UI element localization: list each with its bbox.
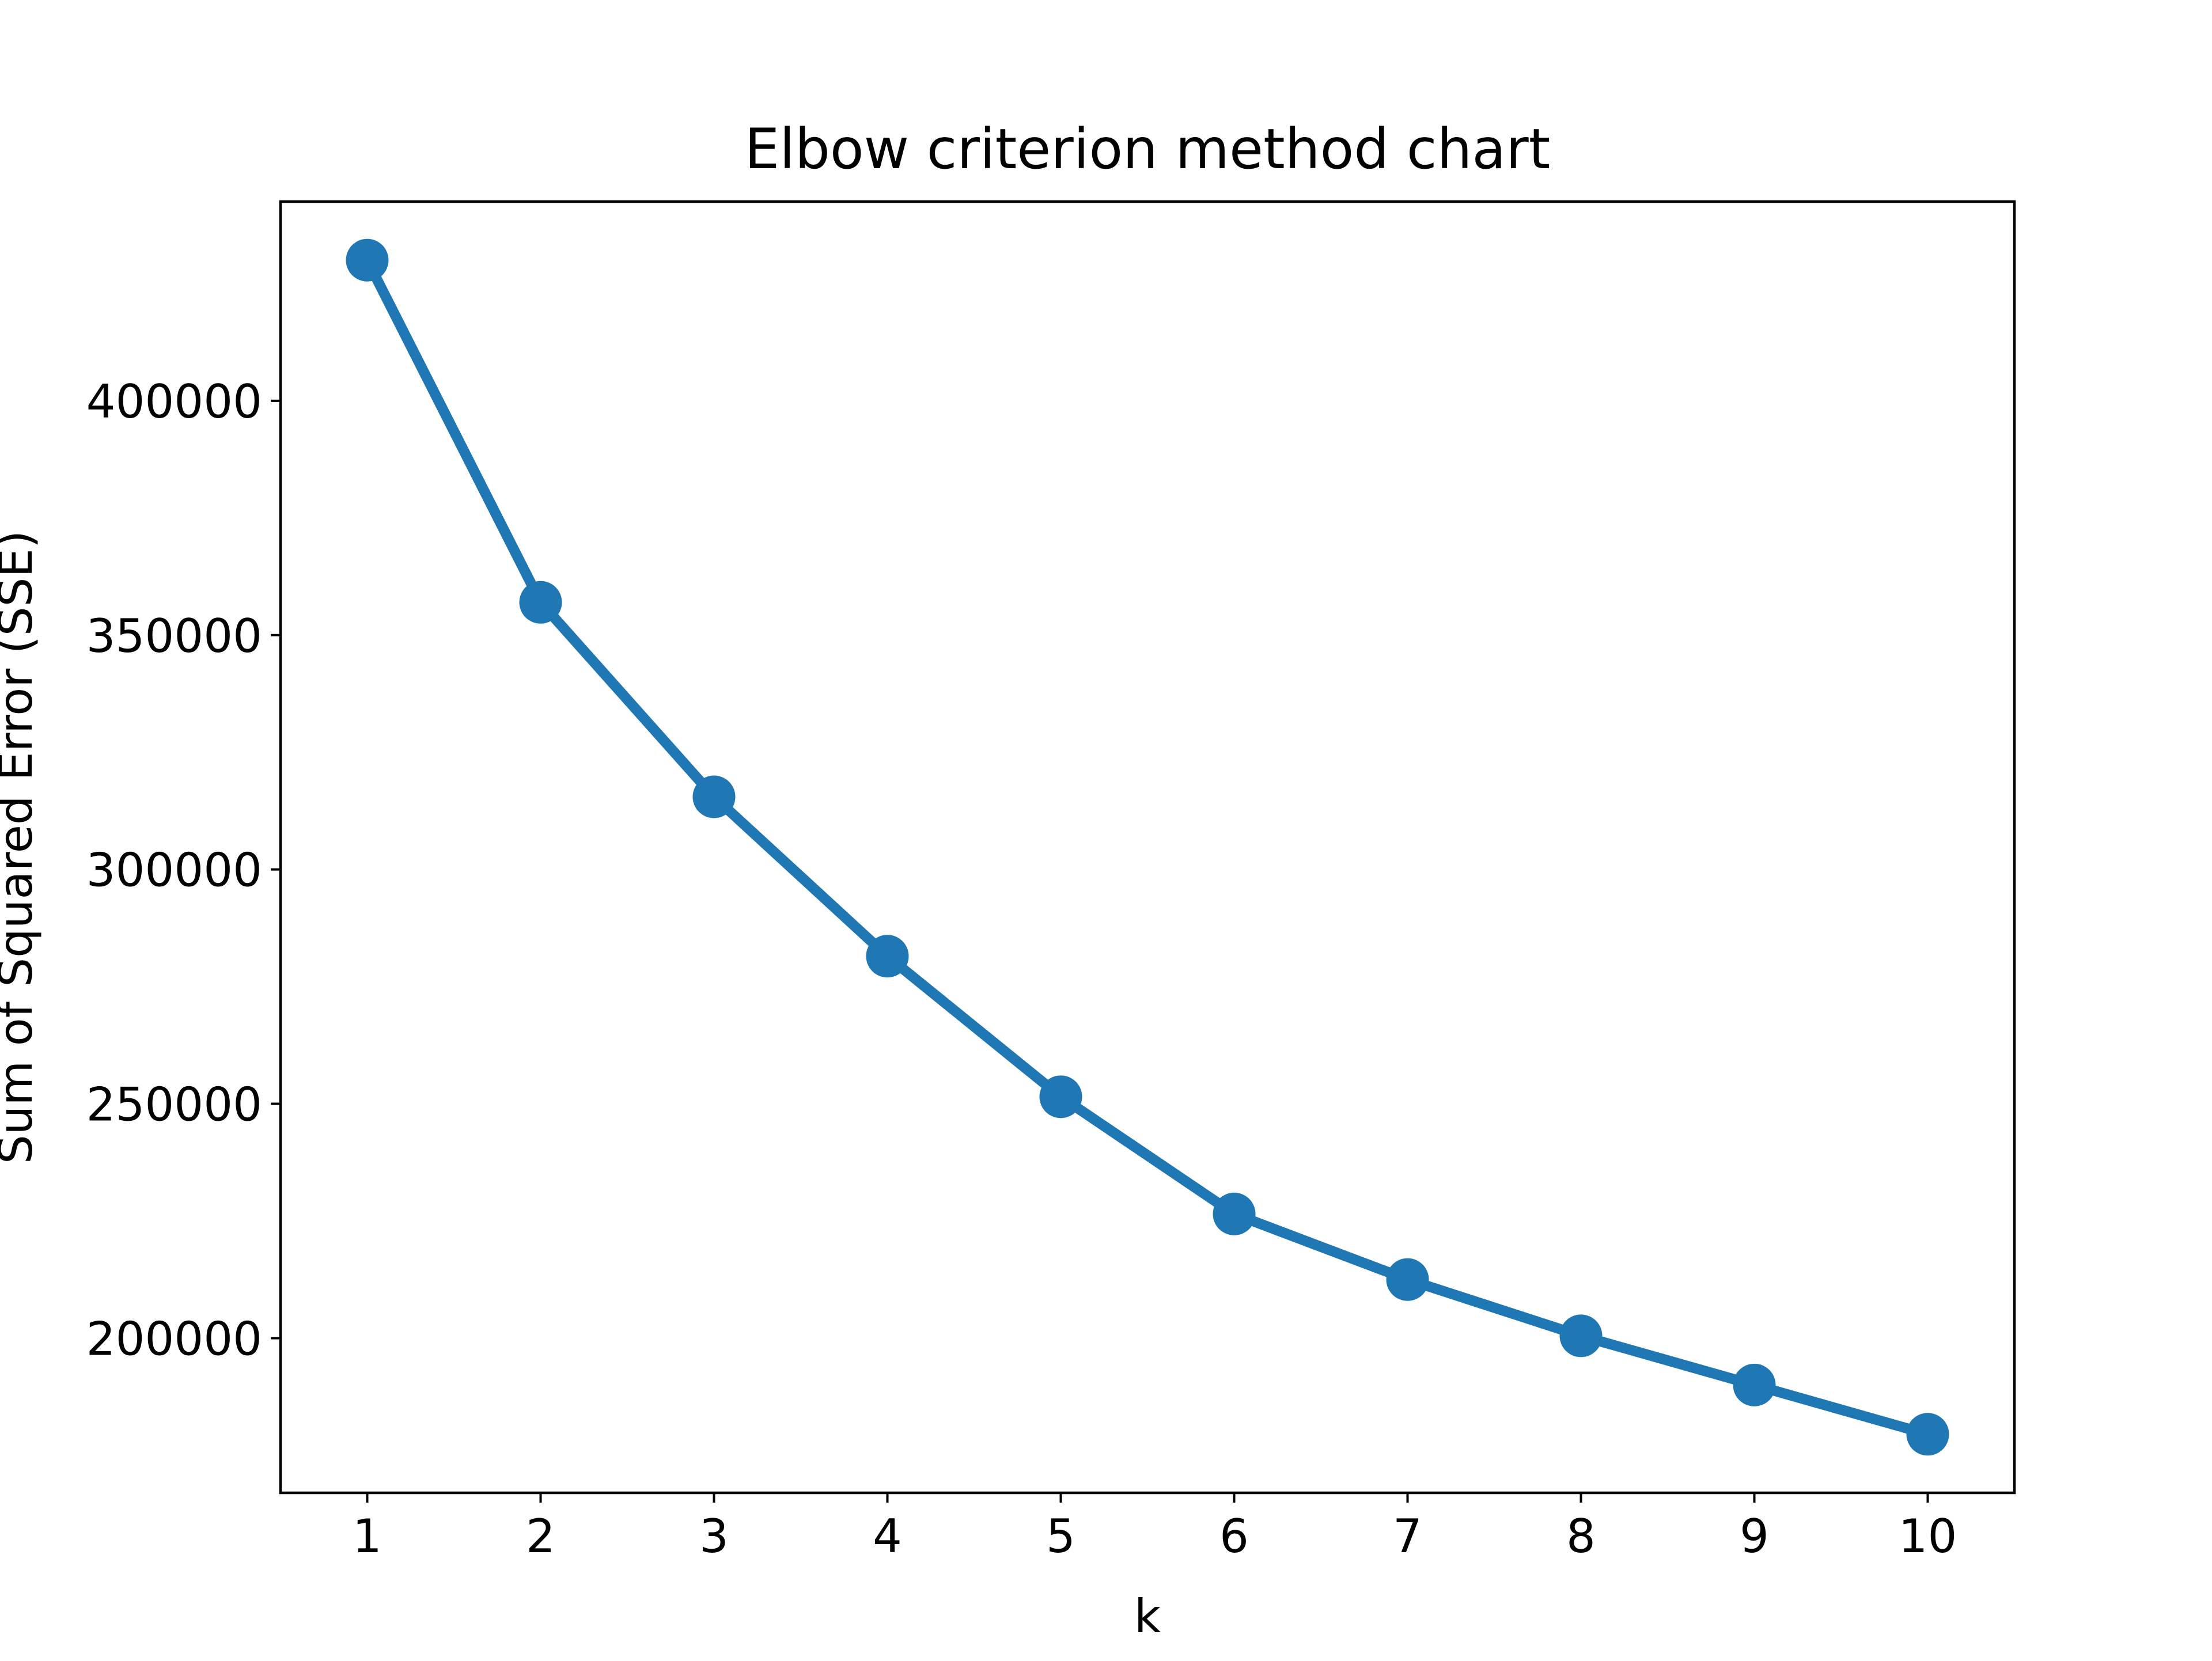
series-line (362, 255, 1933, 1440)
data-point (346, 238, 389, 282)
x-tick-label: 6 (1219, 1510, 1249, 1563)
data-point (519, 581, 562, 624)
y-tick-label: 350000 (86, 609, 262, 663)
y-axis-label: Sum of Squared Error (SSE) (0, 530, 43, 1164)
data-point (866, 935, 909, 978)
x-tick-label: 10 (1899, 1510, 1957, 1563)
y-tick-label: 250000 (86, 1078, 262, 1132)
data-point (1733, 1363, 1776, 1406)
x-tick-label: 7 (1393, 1510, 1422, 1563)
chart-title: Elbow criterion method chart (745, 117, 1551, 181)
x-axis-label: k (1134, 1590, 1161, 1643)
x-tick-label: 3 (699, 1510, 729, 1563)
data-point (692, 775, 736, 818)
series-group (346, 238, 1949, 1456)
x-tick-label: 5 (1046, 1510, 1075, 1563)
data-point (1906, 1413, 1949, 1456)
data-point (1039, 1075, 1082, 1118)
y-tick-label: 300000 (86, 844, 262, 897)
y-tick-label: 200000 (86, 1312, 262, 1366)
data-point (1386, 1258, 1429, 1301)
y-axis-ticks: 200000 250000 300000 350000 400000 (86, 375, 281, 1366)
data-point (1559, 1314, 1603, 1357)
x-tick-label: 8 (1566, 1510, 1596, 1563)
x-tick-label: 9 (1740, 1510, 1769, 1563)
x-axis-ticks: 1 2 3 4 5 6 7 8 9 10 (353, 1493, 1957, 1563)
x-tick-label: 2 (526, 1510, 555, 1563)
x-tick-label: 1 (353, 1510, 382, 1563)
y-tick-label: 400000 (86, 375, 262, 428)
data-point (1213, 1192, 1256, 1235)
plot-frame (279, 200, 2016, 1495)
x-tick-label: 4 (873, 1510, 902, 1563)
